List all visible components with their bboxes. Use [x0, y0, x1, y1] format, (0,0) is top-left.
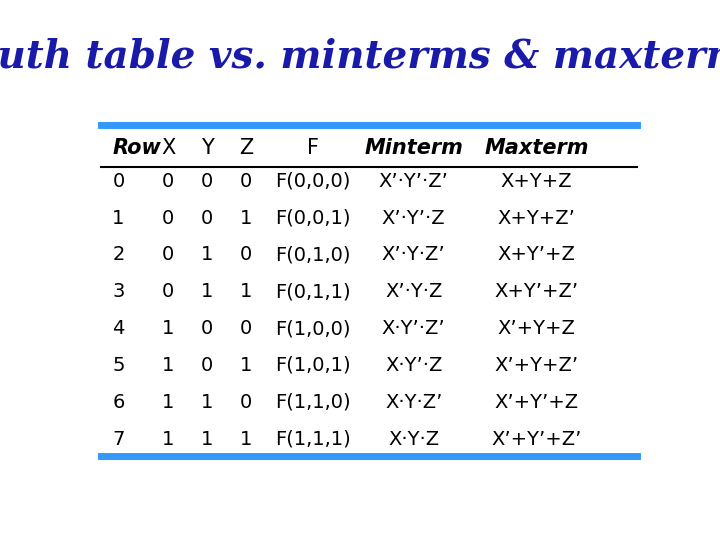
Text: X+Y+Z: X+Y+Z	[500, 172, 572, 191]
Text: X’+Y’+Z’: X’+Y’+Z’	[491, 429, 582, 449]
Text: 0: 0	[240, 172, 253, 191]
Text: 1: 1	[201, 429, 213, 449]
Text: 0: 0	[162, 172, 174, 191]
Text: X·Y·Z’: X·Y·Z’	[385, 393, 442, 411]
Text: 1: 1	[201, 393, 213, 411]
Text: 0: 0	[162, 245, 174, 265]
Text: 0: 0	[201, 319, 213, 338]
Text: F(0,1,0): F(0,1,0)	[276, 245, 351, 265]
Text: Z: Z	[239, 138, 253, 158]
Text: 0: 0	[201, 172, 213, 191]
Text: 1: 1	[162, 393, 174, 411]
Text: Y: Y	[201, 138, 214, 158]
Text: X’+Y+Z’: X’+Y+Z’	[495, 356, 578, 375]
Text: X’·Y’·Z’: X’·Y’·Z’	[379, 172, 449, 191]
Text: F(1,1,0): F(1,1,0)	[275, 393, 351, 411]
Text: 1: 1	[201, 282, 213, 301]
Text: 1: 1	[162, 319, 174, 338]
Text: X+Y’+Z: X+Y’+Z	[498, 245, 575, 265]
Text: 1: 1	[162, 356, 174, 375]
Text: Maxterm: Maxterm	[484, 138, 589, 158]
Text: F(0,0,0): F(0,0,0)	[276, 172, 351, 191]
Text: X’·Y·Z’: X’·Y·Z’	[382, 245, 446, 265]
Text: X’+Y+Z: X’+Y+Z	[498, 319, 575, 338]
Text: 1: 1	[201, 245, 213, 265]
Text: F(1,0,0): F(1,0,0)	[276, 319, 351, 338]
Text: 0: 0	[112, 172, 125, 191]
Text: X·Y’·Z’: X·Y’·Z’	[382, 319, 446, 338]
Text: F(0,0,1): F(0,0,1)	[276, 208, 351, 227]
Text: X+Y+Z’: X+Y+Z’	[498, 208, 575, 227]
Text: 0: 0	[201, 208, 213, 227]
Text: 1: 1	[112, 208, 125, 227]
Text: 0: 0	[162, 282, 174, 301]
Text: Minterm: Minterm	[364, 138, 463, 158]
Text: X’·Y’·Z: X’·Y’·Z	[382, 208, 446, 227]
Text: X’+Y’+Z: X’+Y’+Z	[495, 393, 578, 411]
Text: Row: Row	[112, 138, 161, 158]
Text: F(0,1,1): F(0,1,1)	[275, 282, 351, 301]
Text: 0: 0	[240, 393, 253, 411]
Text: 4: 4	[112, 319, 125, 338]
Text: 1: 1	[240, 208, 253, 227]
Text: 0: 0	[201, 356, 213, 375]
Text: 1: 1	[162, 429, 174, 449]
Text: X·Y’·Z: X·Y’·Z	[385, 356, 442, 375]
Text: 1: 1	[240, 356, 253, 375]
Text: F(1,1,1): F(1,1,1)	[275, 429, 351, 449]
Text: X: X	[161, 138, 175, 158]
Text: 3: 3	[112, 282, 125, 301]
Text: F(1,0,1): F(1,0,1)	[275, 356, 351, 375]
Text: X·Y·Z: X·Y·Z	[388, 429, 439, 449]
Text: 0: 0	[240, 319, 253, 338]
Text: F: F	[307, 138, 319, 158]
Text: 6: 6	[112, 393, 125, 411]
Text: 0: 0	[240, 245, 253, 265]
Text: 2: 2	[112, 245, 125, 265]
Text: X+Y’+Z’: X+Y’+Z’	[495, 282, 578, 301]
Text: 1: 1	[240, 429, 253, 449]
Text: 1: 1	[240, 282, 253, 301]
Text: 7: 7	[112, 429, 125, 449]
Text: 0: 0	[162, 208, 174, 227]
Text: X’·Y·Z: X’·Y·Z	[385, 282, 442, 301]
Text: Truth table vs. minterms & maxterms: Truth table vs. minterms & maxterms	[0, 38, 720, 76]
Text: 5: 5	[112, 356, 125, 375]
